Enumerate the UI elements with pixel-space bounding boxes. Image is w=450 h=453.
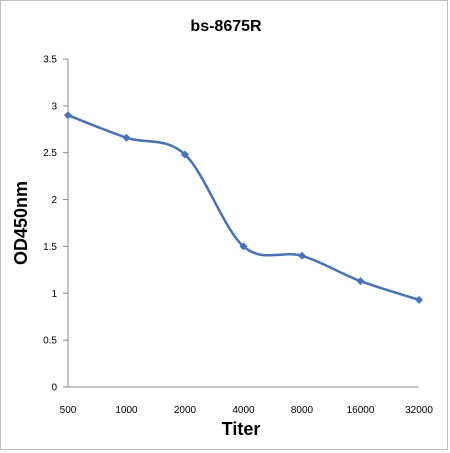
x-tick-label: 1000	[115, 405, 138, 416]
y-axis-title: OD450nm	[11, 181, 31, 265]
y-ticks: 0 0.5 1 1.5 2 2.5 3 3.5	[43, 55, 68, 394]
y-tick-label: 2.5	[43, 148, 57, 159]
data-point	[298, 251, 306, 260]
y-tick-label: 3.5	[43, 55, 57, 66]
y-tick-label: 0	[51, 383, 57, 394]
series-group	[64, 111, 423, 304]
data-point	[64, 111, 72, 120]
x-tick-label: 4000	[232, 405, 255, 416]
data-point	[415, 295, 423, 304]
x-tick-label: 8000	[291, 405, 314, 416]
x-tick-label: 16000	[347, 405, 375, 416]
x-tick-label: 2000	[174, 405, 197, 416]
y-tick-label: 1	[51, 289, 57, 300]
y-tick-label: 0.5	[43, 336, 57, 347]
x-axis-title: Titer	[222, 419, 261, 439]
chart-title: bs-8675R	[190, 18, 262, 35]
data-point	[122, 133, 131, 142]
data-point	[239, 242, 248, 251]
y-tick-label: 1.5	[43, 242, 57, 253]
series-line	[67, 114, 420, 302]
x-ticks: 500 1000 2000 4000 8000 16000 32000	[60, 405, 434, 416]
x-tick-label: 500	[60, 405, 77, 416]
y-tick-label: 2	[51, 195, 57, 206]
y-tick-label: 3	[51, 101, 57, 112]
x-tick-label: 32000	[405, 405, 433, 416]
data-point	[356, 277, 365, 286]
data-point	[181, 150, 189, 159]
